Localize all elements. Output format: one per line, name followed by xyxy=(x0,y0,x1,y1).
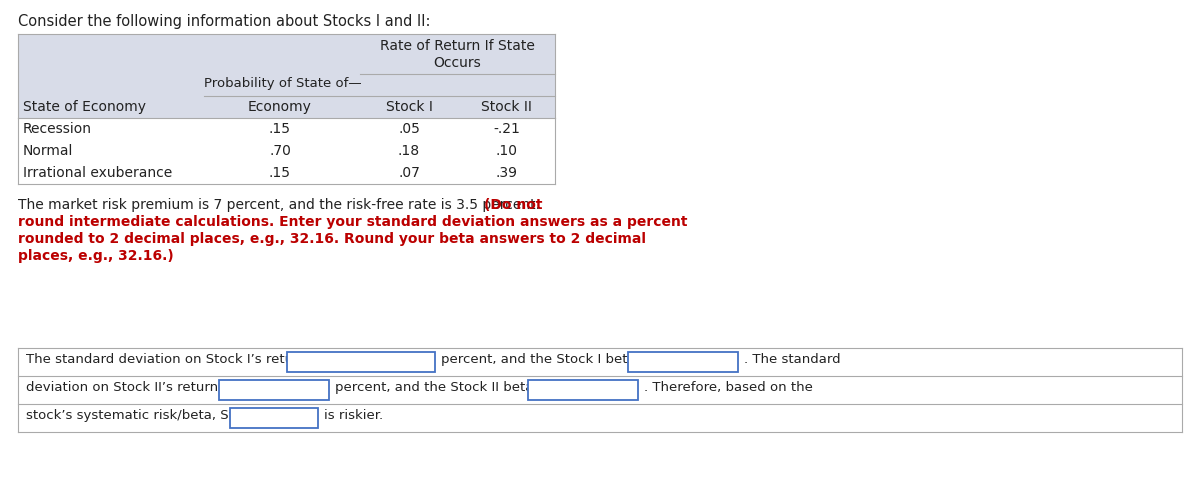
Text: Stock I: Stock I xyxy=(385,100,432,114)
Text: (Do not: (Do not xyxy=(484,198,542,212)
Text: .05: .05 xyxy=(398,122,420,136)
Text: State of Economy: State of Economy xyxy=(23,100,146,114)
Text: .70: .70 xyxy=(269,144,290,158)
Text: The market risk premium is 7 percent, and the risk-free rate is 3.5 percent.: The market risk premium is 7 percent, an… xyxy=(18,198,545,212)
Text: is riskier.: is riskier. xyxy=(324,409,383,422)
Text: stock’s systematic risk/beta, Stock: stock’s systematic risk/beta, Stock xyxy=(26,409,257,422)
Text: .15: .15 xyxy=(269,122,292,136)
Text: rounded to 2 decimal places, e.g., 32.16. Round your beta answers to 2 decimal: rounded to 2 decimal places, e.g., 32.16… xyxy=(18,232,646,246)
Text: Irrational exuberance: Irrational exuberance xyxy=(23,166,173,180)
Text: Stock II: Stock II xyxy=(481,100,532,114)
Text: .18: .18 xyxy=(398,144,420,158)
Text: .10: .10 xyxy=(496,144,517,158)
Text: percent, and the Stock I beta is: percent, and the Stock I beta is xyxy=(442,353,650,366)
Text: Consider the following information about Stocks I and II:: Consider the following information about… xyxy=(18,14,431,29)
Text: deviation on Stock II’s return is: deviation on Stock II’s return is xyxy=(26,381,233,394)
Text: .07: .07 xyxy=(398,166,420,180)
Text: Normal: Normal xyxy=(23,144,73,158)
Bar xyxy=(528,380,637,400)
Text: The standard deviation on Stock I’s return is: The standard deviation on Stock I’s retu… xyxy=(26,353,322,366)
Text: round intermediate calculations. Enter your standard deviation answers as a perc: round intermediate calculations. Enter y… xyxy=(18,215,688,229)
Text: -.21: -.21 xyxy=(493,122,520,136)
Text: . The standard: . The standard xyxy=(744,353,841,366)
Text: percent, and the Stock II beta is: percent, and the Stock II beta is xyxy=(335,381,548,394)
Text: . Therefore, based on the: . Therefore, based on the xyxy=(643,381,812,394)
Bar xyxy=(629,352,738,372)
Text: .15: .15 xyxy=(269,166,292,180)
Text: Rate of Return If State
Occurs: Rate of Return If State Occurs xyxy=(380,39,535,70)
Bar xyxy=(18,34,554,118)
Bar xyxy=(288,352,436,372)
Bar xyxy=(230,408,318,428)
Text: Probability of State of—: Probability of State of— xyxy=(204,77,361,90)
Text: places, e.g., 32.16.): places, e.g., 32.16.) xyxy=(18,249,174,263)
Text: Economy: Economy xyxy=(248,100,312,114)
Text: Recession: Recession xyxy=(23,122,92,136)
Bar xyxy=(218,380,329,400)
Text: .39: .39 xyxy=(496,166,517,180)
